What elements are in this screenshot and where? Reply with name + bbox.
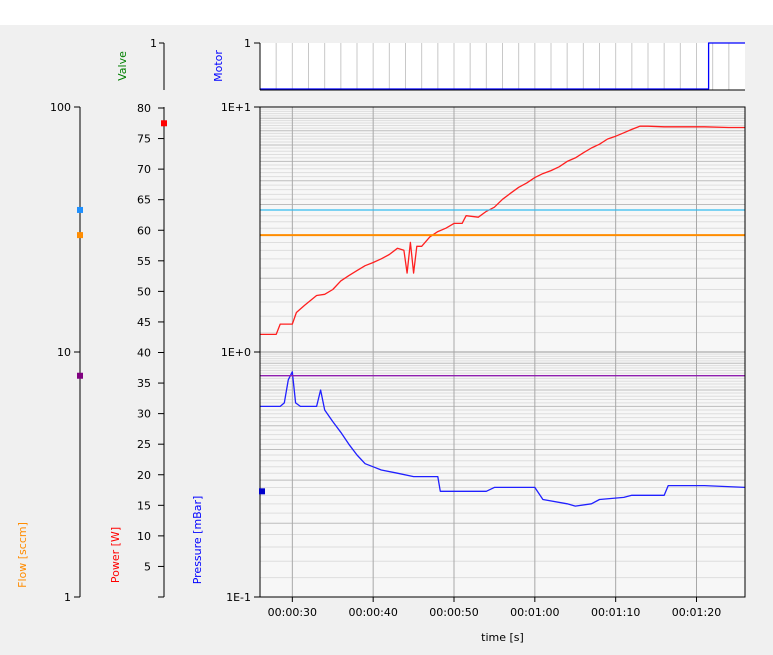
x-tick-label: 00:00:30 [268,606,317,619]
x-tick-label: 00:00:40 [348,606,397,619]
valve-axis-title: Valve [116,51,129,81]
x-tick-label: 00:01:00 [510,606,559,619]
flow-tick-label: 100 [50,101,71,114]
power-tick-label: 50 [137,285,151,298]
series-blue-line [260,371,746,507]
flow-tick-label: 10 [57,346,71,359]
power-tick-label: 75 [137,133,151,146]
pressure-tick-label: 1E-1 [226,591,251,604]
power-tick-label: 45 [137,316,151,329]
flow-marker-orange [77,232,83,239]
top-strip [0,0,773,25]
power-tick-label: 60 [137,224,151,237]
flow-tick-label: 1 [64,591,71,604]
pressure-tick-label: 1E+0 [221,346,251,359]
x-tick-label: 00:01:20 [672,606,721,619]
power-tick-label: 55 [137,255,151,268]
power-marker [161,120,167,127]
power-tick-label: 25 [137,438,151,451]
series-red-line [260,125,745,336]
power-tick-label: 15 [137,499,151,512]
power-tick-label: 65 [137,194,151,207]
valve-tick-label: 1 [150,37,157,50]
x-tick-label: 00:01:10 [591,606,640,619]
x-axis-title: time [s] [481,631,524,644]
flow-marker-cyan [77,206,83,213]
power-tick-label: 5 [144,560,151,573]
x-tick-label: 00:00:50 [429,606,478,619]
power-tick-label: 70 [137,163,151,176]
flow-marker-purple [77,372,83,379]
power-tick-label: 35 [137,377,151,390]
power-tick-label: 20 [137,469,151,482]
pressure-axis-title: Pressure [mBar] [191,496,204,585]
power-tick-label: 40 [137,347,151,360]
power-axis-title: Power [W] [109,527,122,583]
pressure-marker [259,488,265,495]
series-motor-line [260,42,745,90]
pressure-tick-label: 1E+1 [221,101,251,114]
motor-tick-label: 1 [244,37,251,50]
motor-axis-title: Motor [212,50,225,82]
power-tick-label: 30 [137,408,151,421]
power-tick-label: 10 [137,530,151,543]
power-tick-label: 80 [137,102,151,115]
flow-axis-title: Flow [sccm] [16,522,29,588]
